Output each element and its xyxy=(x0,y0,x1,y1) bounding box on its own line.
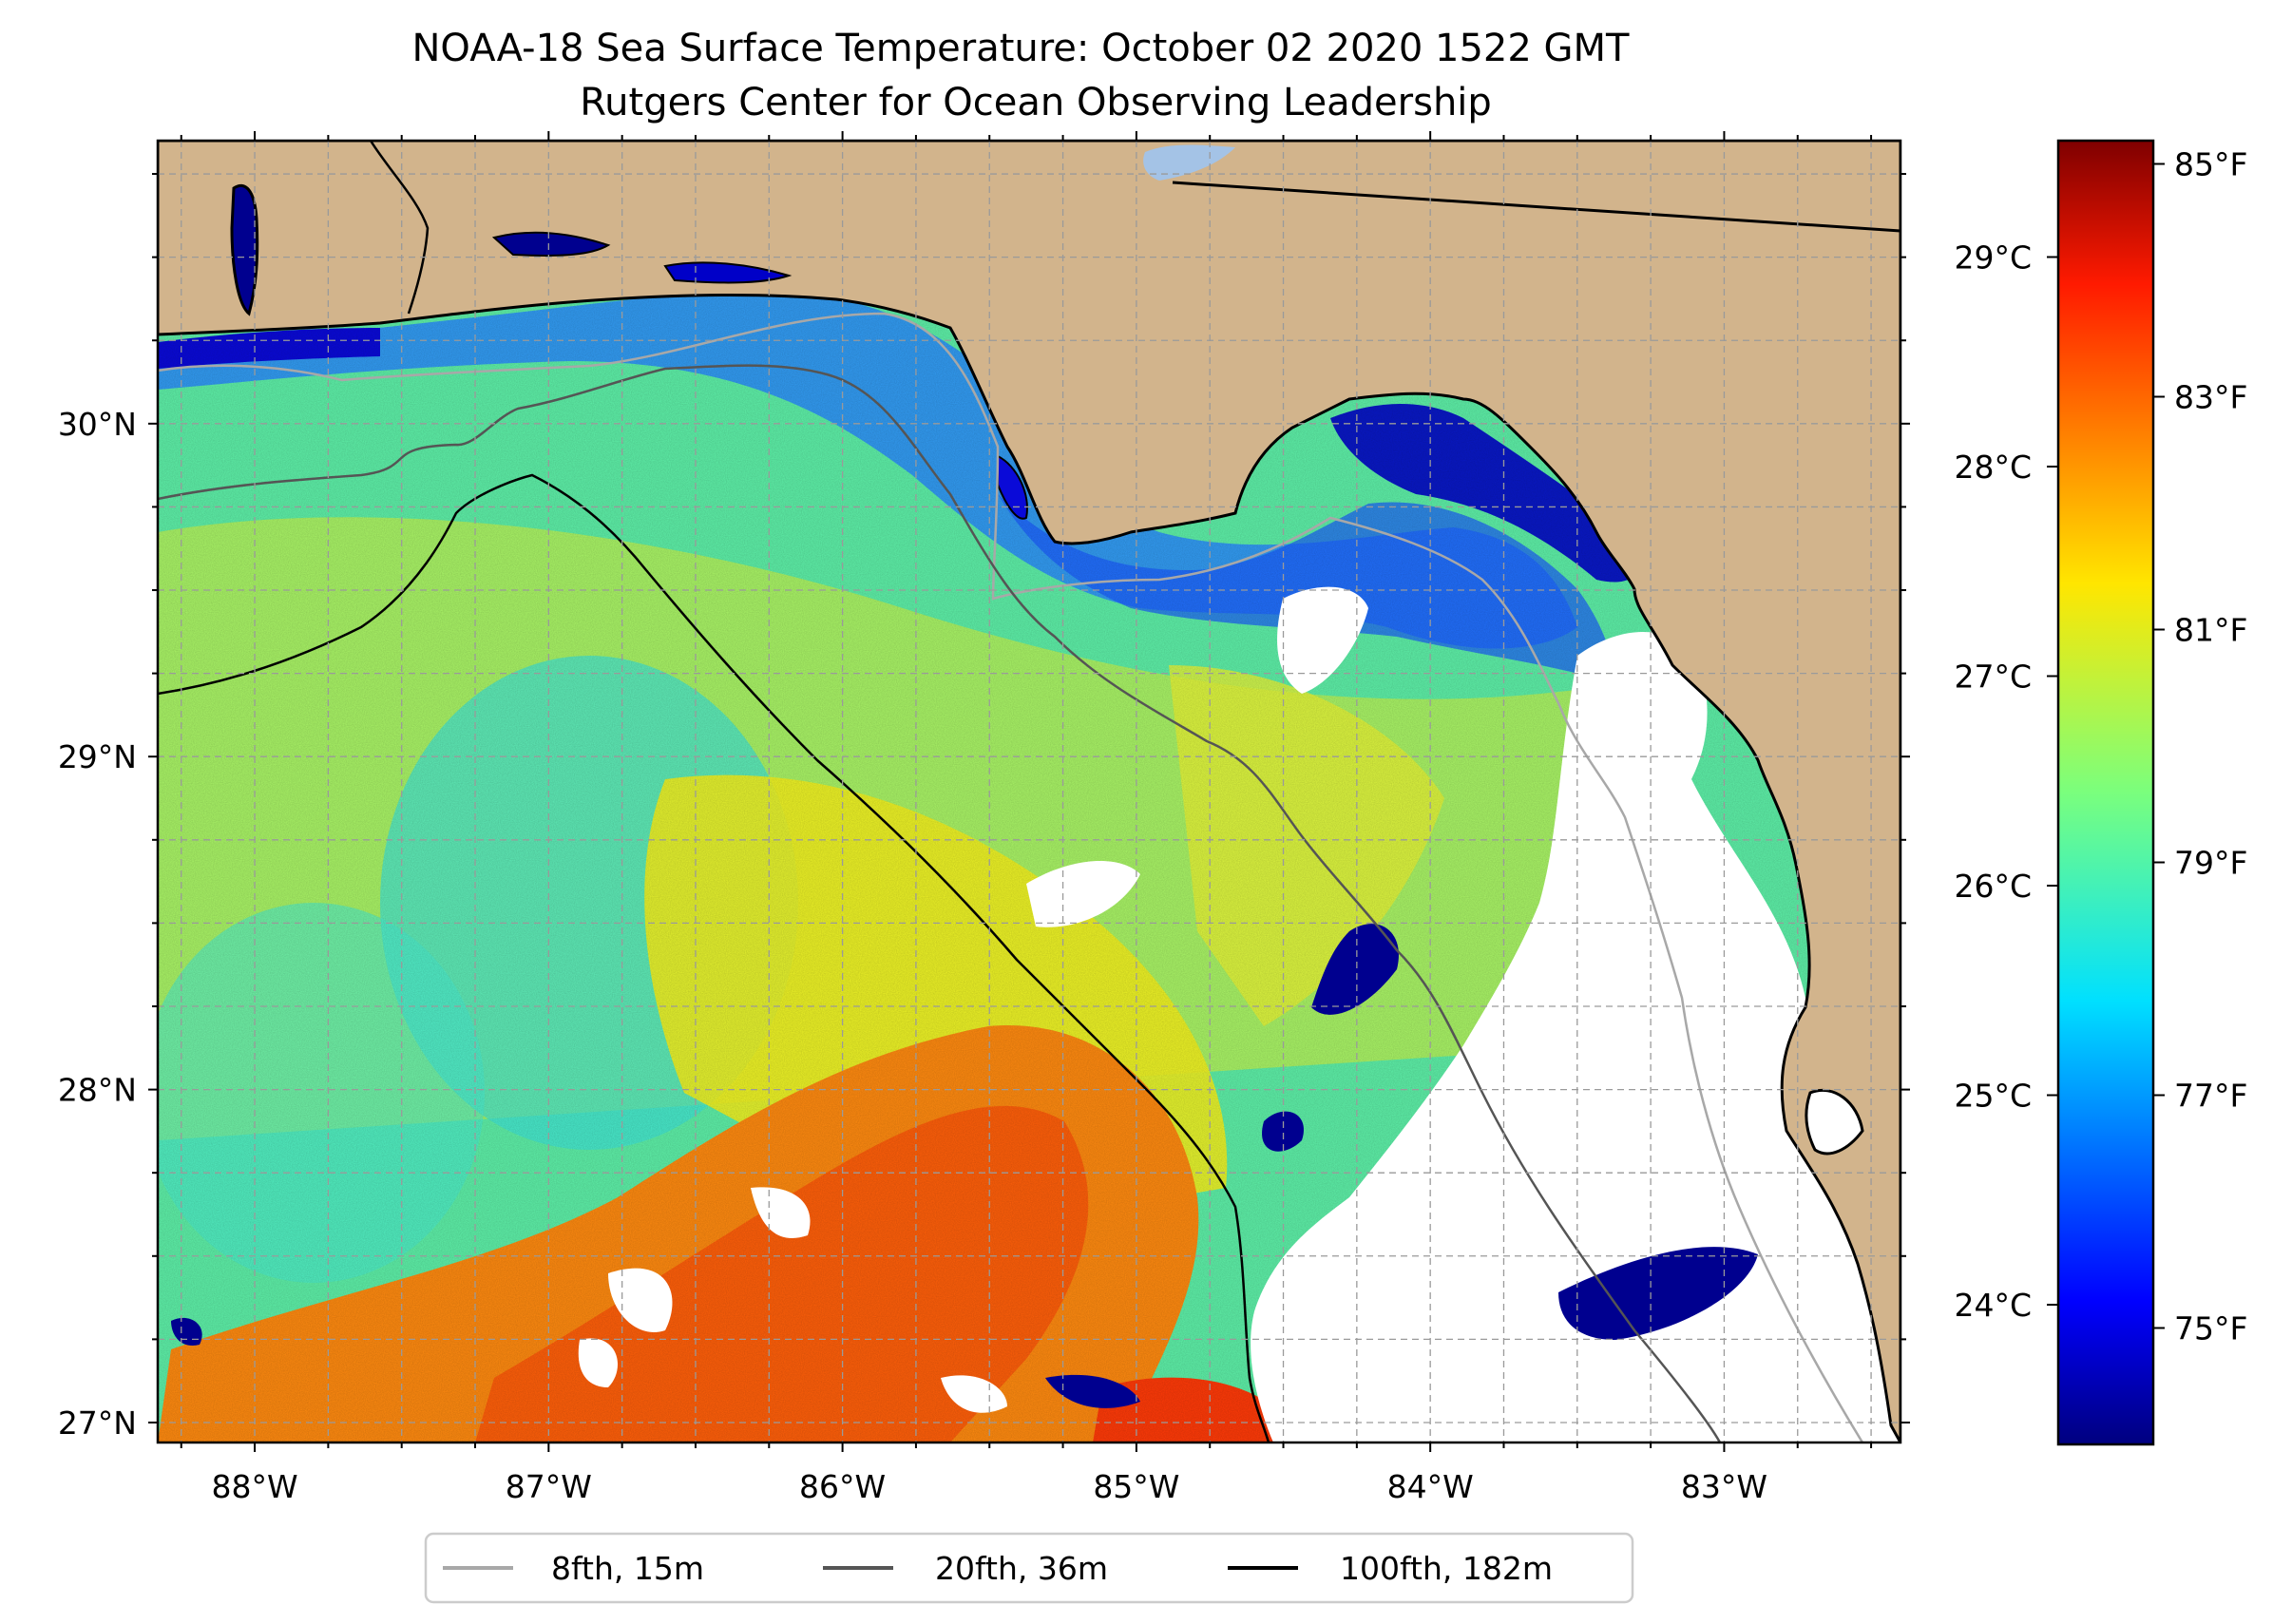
lon-tick-label: 87°W xyxy=(506,1468,592,1505)
contour-legend: 8fth, 15m 20fth, 36m 100fth, 182m xyxy=(424,1532,1634,1604)
celsius-ticks: 24°C 25°C 26°C 27°C 28°C 29°C xyxy=(1954,239,2058,1324)
contour-100fth xyxy=(158,473,1270,1442)
lat-tick-label: 29°N xyxy=(58,738,137,775)
fahrenheit-tick-label: 83°F xyxy=(2174,379,2247,416)
map-panel[interactable] xyxy=(143,141,1900,1442)
lat-tick-label: 30°N xyxy=(58,406,137,443)
cool-coastal-patches xyxy=(171,924,1758,1408)
celsius-tick-label: 24°C xyxy=(1954,1287,2032,1324)
lake xyxy=(1143,144,1235,181)
fahrenheit-tick-label: 81°F xyxy=(2174,612,2247,649)
lon-tick-label: 84°W xyxy=(1387,1468,1474,1505)
colorbar-gradient xyxy=(2056,139,2155,1446)
map-ticks xyxy=(148,131,1910,1452)
lat-tick-labels: 30°N 29°N 28°N 27°N xyxy=(58,406,137,1442)
celsius-tick-label: 28°C xyxy=(1954,449,2032,486)
lon-tick-label: 85°W xyxy=(1093,1468,1179,1505)
legend-box xyxy=(424,1532,1634,1604)
map-title: NOAA-18 Sea Surface Temperature: October… xyxy=(412,27,1631,70)
contour-20fth xyxy=(158,364,1722,1442)
lon-tick-label: 86°W xyxy=(799,1468,886,1505)
no-data-regions xyxy=(578,586,1900,1442)
land xyxy=(158,141,1900,1442)
celsius-tick-label: 25°C xyxy=(1954,1078,2032,1115)
fahrenheit-tick-label: 85°F xyxy=(2174,146,2247,183)
fahrenheit-tick-label: 77°F xyxy=(2174,1078,2247,1115)
celsius-tick-label: 29°C xyxy=(1954,239,2032,277)
lon-tick-labels: 88°W 87°W 86°W 85°W 84°W 83°W xyxy=(211,1468,1767,1505)
lat-tick-label: 28°N xyxy=(58,1072,137,1109)
lon-tick-label: 83°W xyxy=(1681,1468,1767,1505)
legend-label-100fth: 100fth, 182m xyxy=(1340,1550,1553,1587)
lat-tick-label: 27°N xyxy=(58,1404,137,1442)
map-frame xyxy=(156,139,1902,1444)
state-boundary xyxy=(1172,181,1900,233)
lon-tick-label: 88°W xyxy=(211,1468,297,1505)
fahrenheit-tick-label: 79°F xyxy=(2174,845,2247,882)
map-subtitle: Rutgers Center for Ocean Observing Leade… xyxy=(580,81,1492,124)
state-boundary-al xyxy=(369,141,430,315)
celsius-tick-label: 27°C xyxy=(1954,659,2032,696)
legend-label-20fth: 20fth, 36m xyxy=(935,1550,1108,1587)
contour-8fth xyxy=(158,312,1864,1442)
graticule xyxy=(158,141,1900,1442)
colorbar: 24°C 25°C 26°C 27°C 28°C 29°C 75°F 77°F 79°F 81°… xyxy=(1954,139,2247,1446)
fahrenheit-tick-label: 75°F xyxy=(2174,1310,2247,1347)
celsius-tick-label: 26°C xyxy=(1954,868,2032,905)
fahrenheit-ticks: 75°F 77°F 79°F 81°F 83°F 85°F xyxy=(2153,146,2247,1347)
legend-label-8fth: 8fth, 15m xyxy=(551,1550,704,1587)
